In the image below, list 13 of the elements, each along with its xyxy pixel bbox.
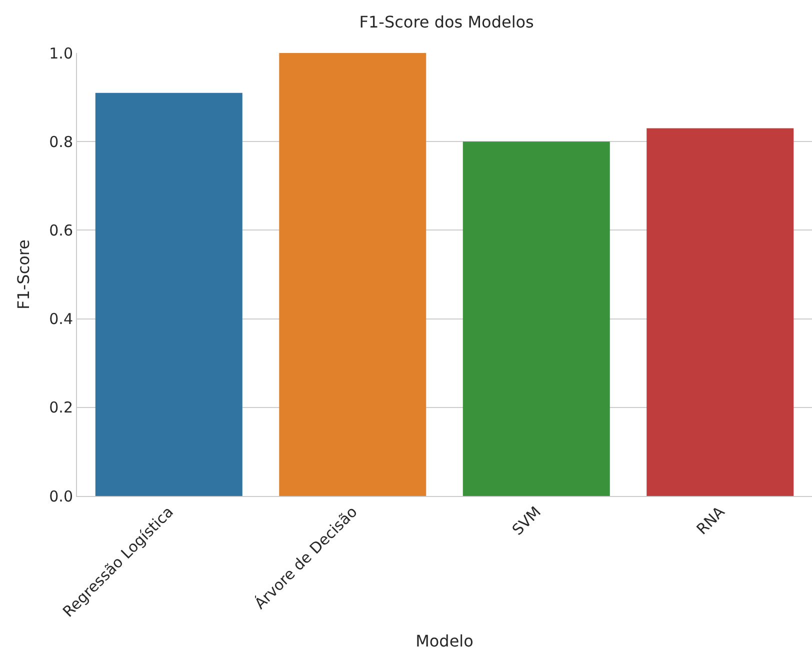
bar bbox=[462, 142, 610, 496]
x-axis-title: Modelo bbox=[416, 631, 474, 650]
bar bbox=[279, 53, 426, 496]
y-tick-label: 0.4 bbox=[49, 310, 73, 328]
y-tick-label: 0.0 bbox=[49, 487, 73, 506]
y-tick-label: 1.0 bbox=[49, 44, 73, 62]
bar bbox=[95, 92, 242, 496]
y-tick-label: 0.6 bbox=[49, 221, 73, 240]
chart-title: F1-Score dos Modelos bbox=[359, 12, 534, 32]
y-tick-label: 0.8 bbox=[49, 132, 73, 151]
y-tick-label: 0.2 bbox=[49, 398, 73, 417]
y-axis-title: F1-Score bbox=[14, 240, 34, 310]
bar bbox=[646, 128, 794, 496]
